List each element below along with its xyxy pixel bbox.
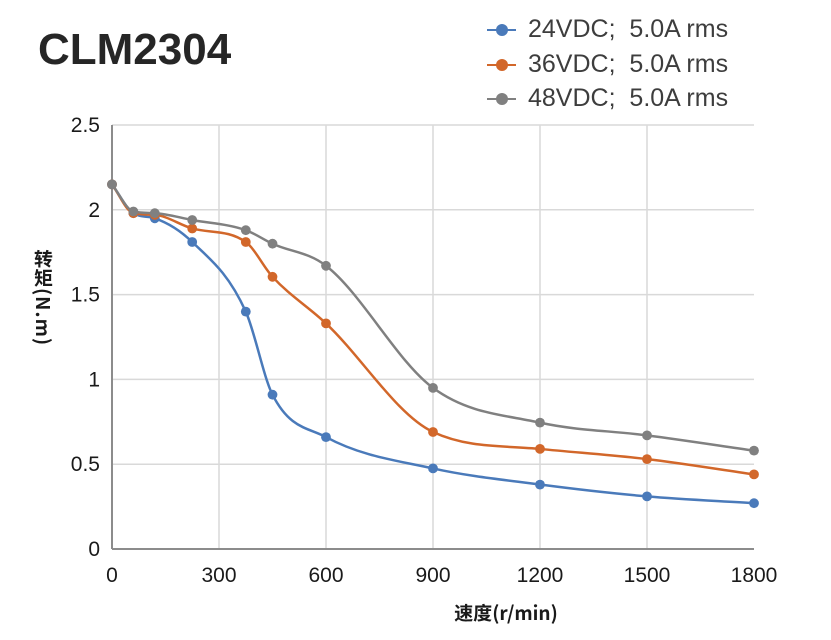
svg-text:900: 900 (415, 564, 450, 587)
svg-text:0.5: 0.5 (71, 453, 100, 476)
svg-text:0: 0 (106, 564, 118, 587)
svg-text:0: 0 (88, 538, 100, 561)
svg-text:速度(r/min): 速度(r/min) (454, 599, 558, 626)
svg-text:1500: 1500 (624, 564, 671, 587)
svg-text:1200: 1200 (517, 564, 564, 587)
svg-text:1: 1 (88, 368, 100, 391)
svg-text:300: 300 (201, 564, 236, 587)
svg-text:2.5: 2.5 (71, 114, 100, 137)
svg-text:600: 600 (308, 564, 343, 587)
svg-text:1800: 1800 (731, 564, 778, 587)
svg-text:1.5: 1.5 (71, 284, 100, 307)
svg-text:2: 2 (88, 199, 100, 222)
